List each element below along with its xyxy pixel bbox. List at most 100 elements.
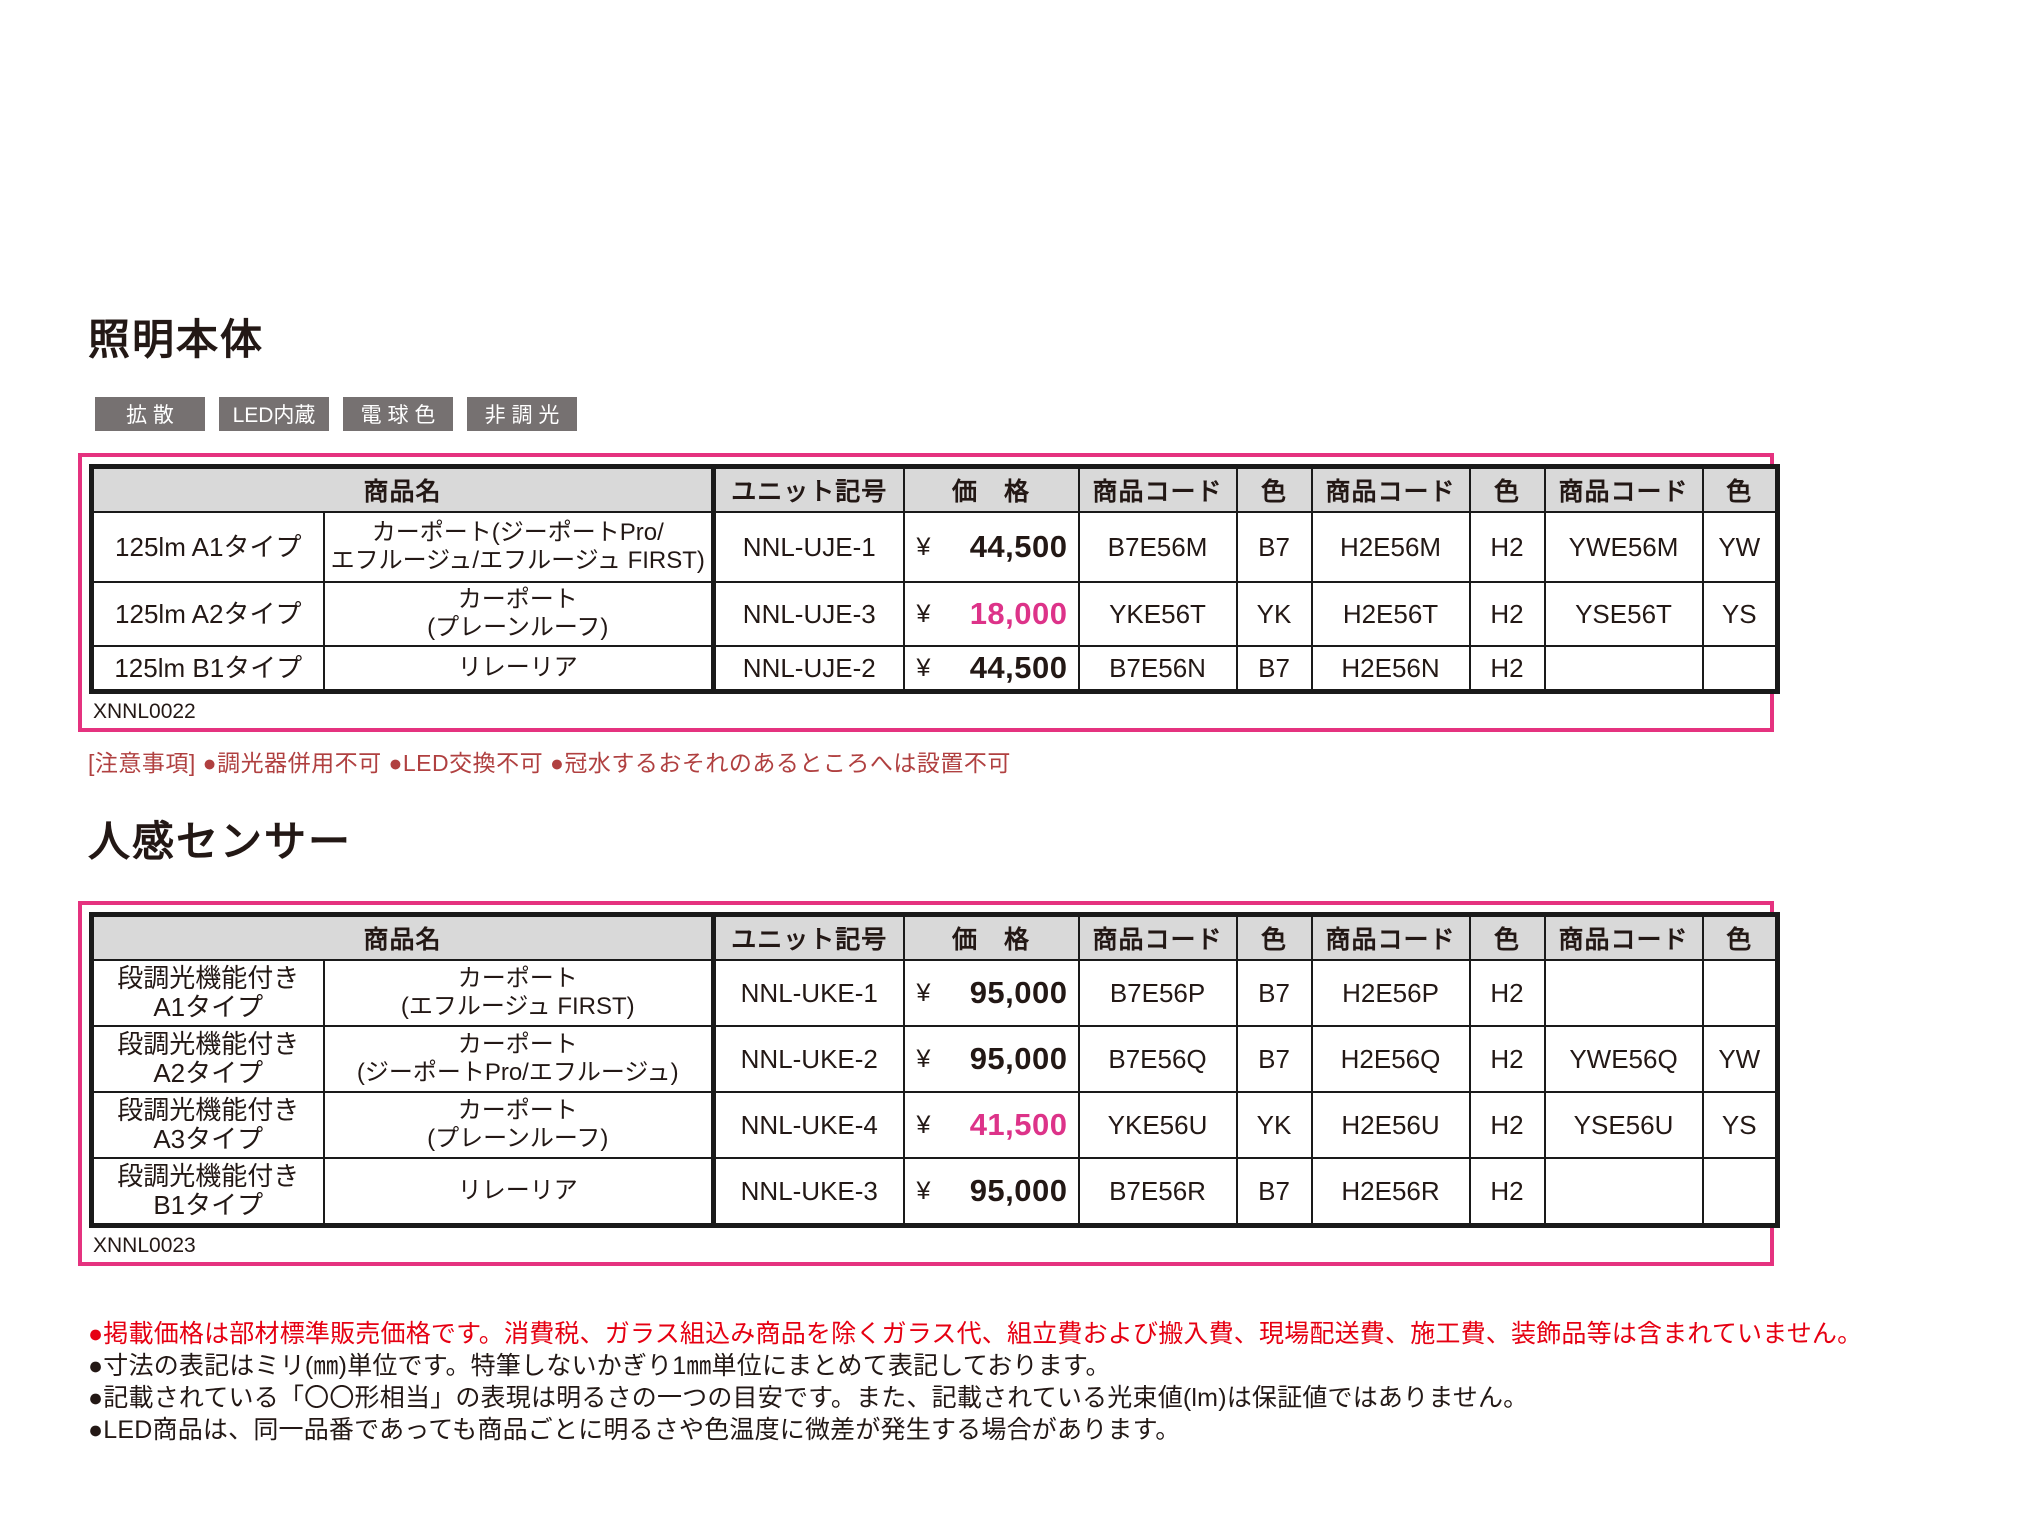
price-cell: ¥44,500 [902, 511, 1080, 583]
header-price: 価 格 [902, 913, 1080, 961]
color-code-cell: H2 [1468, 511, 1546, 583]
unit-code-cell: NNL-UKE-1 [711, 959, 905, 1027]
badge-non-dimming: 非 調 光 [467, 397, 577, 431]
price-amount: 44,500 [969, 650, 1068, 685]
color-code-cell: B7 [1235, 645, 1313, 693]
product-code-cell: YWE56M [1543, 511, 1704, 583]
footnote-led: ●LED商品は、同一品番であっても商品ごとに明るさや色温度に微差が発生する場合が… [88, 1416, 1181, 1444]
color-code-cell: YK [1235, 1091, 1313, 1159]
badge-bulb-color: 電 球 色 [343, 397, 453, 431]
color-code-cell: H2 [1468, 1091, 1546, 1159]
product-name-cell: カーポート (ジーポートPro/エフルージュ) [322, 1025, 715, 1093]
price-amount: 44,500 [969, 529, 1068, 564]
color-code-cell: B7 [1235, 511, 1313, 583]
table-row: 段調光機能付き B1タイプ リレーリア NNL-UKE-3 ¥95,000 B7E56R B… [90, 1157, 1779, 1227]
product-name-cell: リレーリア [322, 1157, 715, 1227]
unit-code-cell: NNL-UJE-3 [711, 581, 905, 647]
color-code-cell: B7 [1235, 959, 1313, 1027]
section-title-lighting-unit: 照明本体 [88, 316, 265, 363]
color-code-cell: B7 [1235, 1157, 1313, 1227]
product-code-cell: YKE56U [1077, 1091, 1238, 1159]
header-unit-code: ユニット記号 [711, 465, 905, 513]
header-product-name: 商品名 [90, 465, 715, 513]
header-product-code: 商品コード [1543, 465, 1704, 513]
unit-code-cell: NNL-UKE-4 [711, 1091, 905, 1159]
color-code-cell: H2 [1468, 581, 1546, 647]
yen-symbol: ¥ [916, 1176, 931, 1205]
color-code-cell [1701, 645, 1779, 693]
table-row: 125lm A2タイプ カーポート (プレーンルーフ) NNL-UJE-3 ¥18,00… [90, 581, 1779, 647]
header-product-code: 商品コード [1077, 913, 1238, 961]
product-code-cell: H2E56Q [1310, 1025, 1471, 1093]
table-reference-code: XNNL0023 [93, 1234, 196, 1257]
spec-badge-row: 拡 散 LED内蔵 電 球 色 非 調 光 [95, 397, 2024, 431]
product-name-cell: カーポート (プレーンルーフ) [322, 1091, 715, 1159]
product-code-cell: H2E56U [1310, 1091, 1471, 1159]
color-code-cell: YS [1701, 1091, 1779, 1159]
header-product-name: 商品名 [90, 913, 715, 961]
header-product-code: 商品コード [1310, 465, 1471, 513]
color-code-cell: H2 [1468, 1025, 1546, 1093]
price-amount: 41,500 [969, 1107, 1068, 1142]
product-code-cell: B7E56R [1077, 1157, 1238, 1227]
product-code-cell: H2E56P [1310, 959, 1471, 1027]
footnote-price: ●掲載価格は部材標準販売価格です。消費税、ガラス組込み商品を除くガラス代、組立費… [88, 1320, 1863, 1348]
table-row: 段調光機能付き A2タイプ カーポート (ジーポートPro/エフルージュ) NNL-UK… [90, 1025, 1779, 1093]
unit-code-cell: NNL-UJE-1 [711, 511, 905, 583]
footnote-brightness: ●記載されている「〇〇形相当」の表現は明るさの一つの目安です。また、記載されてい… [88, 1384, 1529, 1412]
color-code-cell: H2 [1468, 1157, 1546, 1227]
yen-symbol: ¥ [916, 1110, 931, 1139]
header-color: 色 [1468, 465, 1546, 513]
badge-diffusion: 拡 散 [95, 397, 205, 431]
product-code-cell: YSE56T [1543, 581, 1704, 647]
price-amount: 95,000 [969, 1173, 1068, 1208]
header-color: 色 [1235, 913, 1313, 961]
product-name-cell: カーポート (エフルージュ FIRST) [322, 959, 715, 1027]
color-code-cell: B7 [1235, 1025, 1313, 1093]
product-code-cell: B7E56M [1077, 511, 1238, 583]
header-color: 色 [1468, 913, 1546, 961]
product-type-cell: 段調光機能付き A1タイプ [90, 959, 325, 1027]
table-row: 段調光機能付き A3タイプ カーポート (プレーンルーフ) NNL-UKE-4 ¥41,5… [90, 1091, 1779, 1159]
product-code-cell [1543, 959, 1704, 1027]
header-price: 価 格 [902, 465, 1080, 513]
color-code-cell [1701, 1157, 1779, 1227]
table-header-row: 商品名 ユニット記号 価 格 商品コード 色 商品コード 色 商品コード 色 [90, 913, 1779, 961]
price-amount: 95,000 [969, 975, 1068, 1010]
color-code-cell [1701, 959, 1779, 1027]
product-code-cell: B7E56P [1077, 959, 1238, 1027]
header-product-code: 商品コード [1543, 913, 1704, 961]
product-code-cell: YWE56Q [1543, 1025, 1704, 1093]
product-type-cell: 125lm B1タイプ [90, 645, 325, 693]
price-table-frame-lighting: 商品名 ユニット記号 価 格 商品コード 色 商品コード 色 商品コード 色 1… [78, 453, 1781, 732]
color-code-cell: H2 [1468, 645, 1546, 693]
product-type-cell: 段調光機能付き A2タイプ [90, 1025, 325, 1093]
product-code-cell: YKE56T [1077, 581, 1238, 647]
product-type-cell: 125lm A2タイプ [90, 581, 325, 647]
color-code-cell: YS [1701, 581, 1779, 647]
color-code-cell: H2 [1468, 959, 1546, 1027]
table-reference-code: XNNL0022 [93, 700, 196, 723]
product-name-cell: カーポート (プレーンルーフ) [322, 581, 715, 647]
product-code-cell: H2E56N [1310, 645, 1471, 693]
price-table-sensor: 商品名 ユニット記号 価 格 商品コード 色 商品コード 色 商品コード 色 段… [89, 912, 1781, 1228]
price-cell: ¥44,500 [902, 645, 1080, 693]
yen-symbol: ¥ [916, 532, 931, 561]
product-code-cell: YSE56U [1543, 1091, 1704, 1159]
section-title-motion-sensor: 人感センサー [88, 818, 353, 865]
product-code-cell: B7E56Q [1077, 1025, 1238, 1093]
product-code-cell: H2E56M [1310, 511, 1471, 583]
table-header-row: 商品名 ユニット記号 価 格 商品コード 色 商品コード 色 商品コード 色 [90, 465, 1779, 513]
unit-code-cell: NNL-UJE-2 [711, 645, 905, 693]
product-type-cell: 125lm A1タイプ [90, 511, 325, 583]
price-cell: ¥41,500 [902, 1091, 1080, 1159]
table-row: 125lm A1タイプ カーポート(ジーポートPro/エフルージュ/エフルージュ … [90, 511, 1779, 583]
product-code-cell [1543, 1157, 1704, 1227]
product-name-cell: リレーリア [322, 645, 715, 693]
caution-note: [注意事項] ●調光器併用不可 ●LED交換不可 ●冠水するおそれのあるところへ… [88, 750, 1011, 776]
header-color: 色 [1235, 465, 1313, 513]
color-code-cell: YW [1701, 511, 1779, 583]
footnotes-block: ●掲載価格は部材標準販売価格です。消費税、ガラス組込み商品を除くガラス代、組立費… [88, 1318, 2024, 1446]
product-code-cell: H2E56T [1310, 581, 1471, 647]
